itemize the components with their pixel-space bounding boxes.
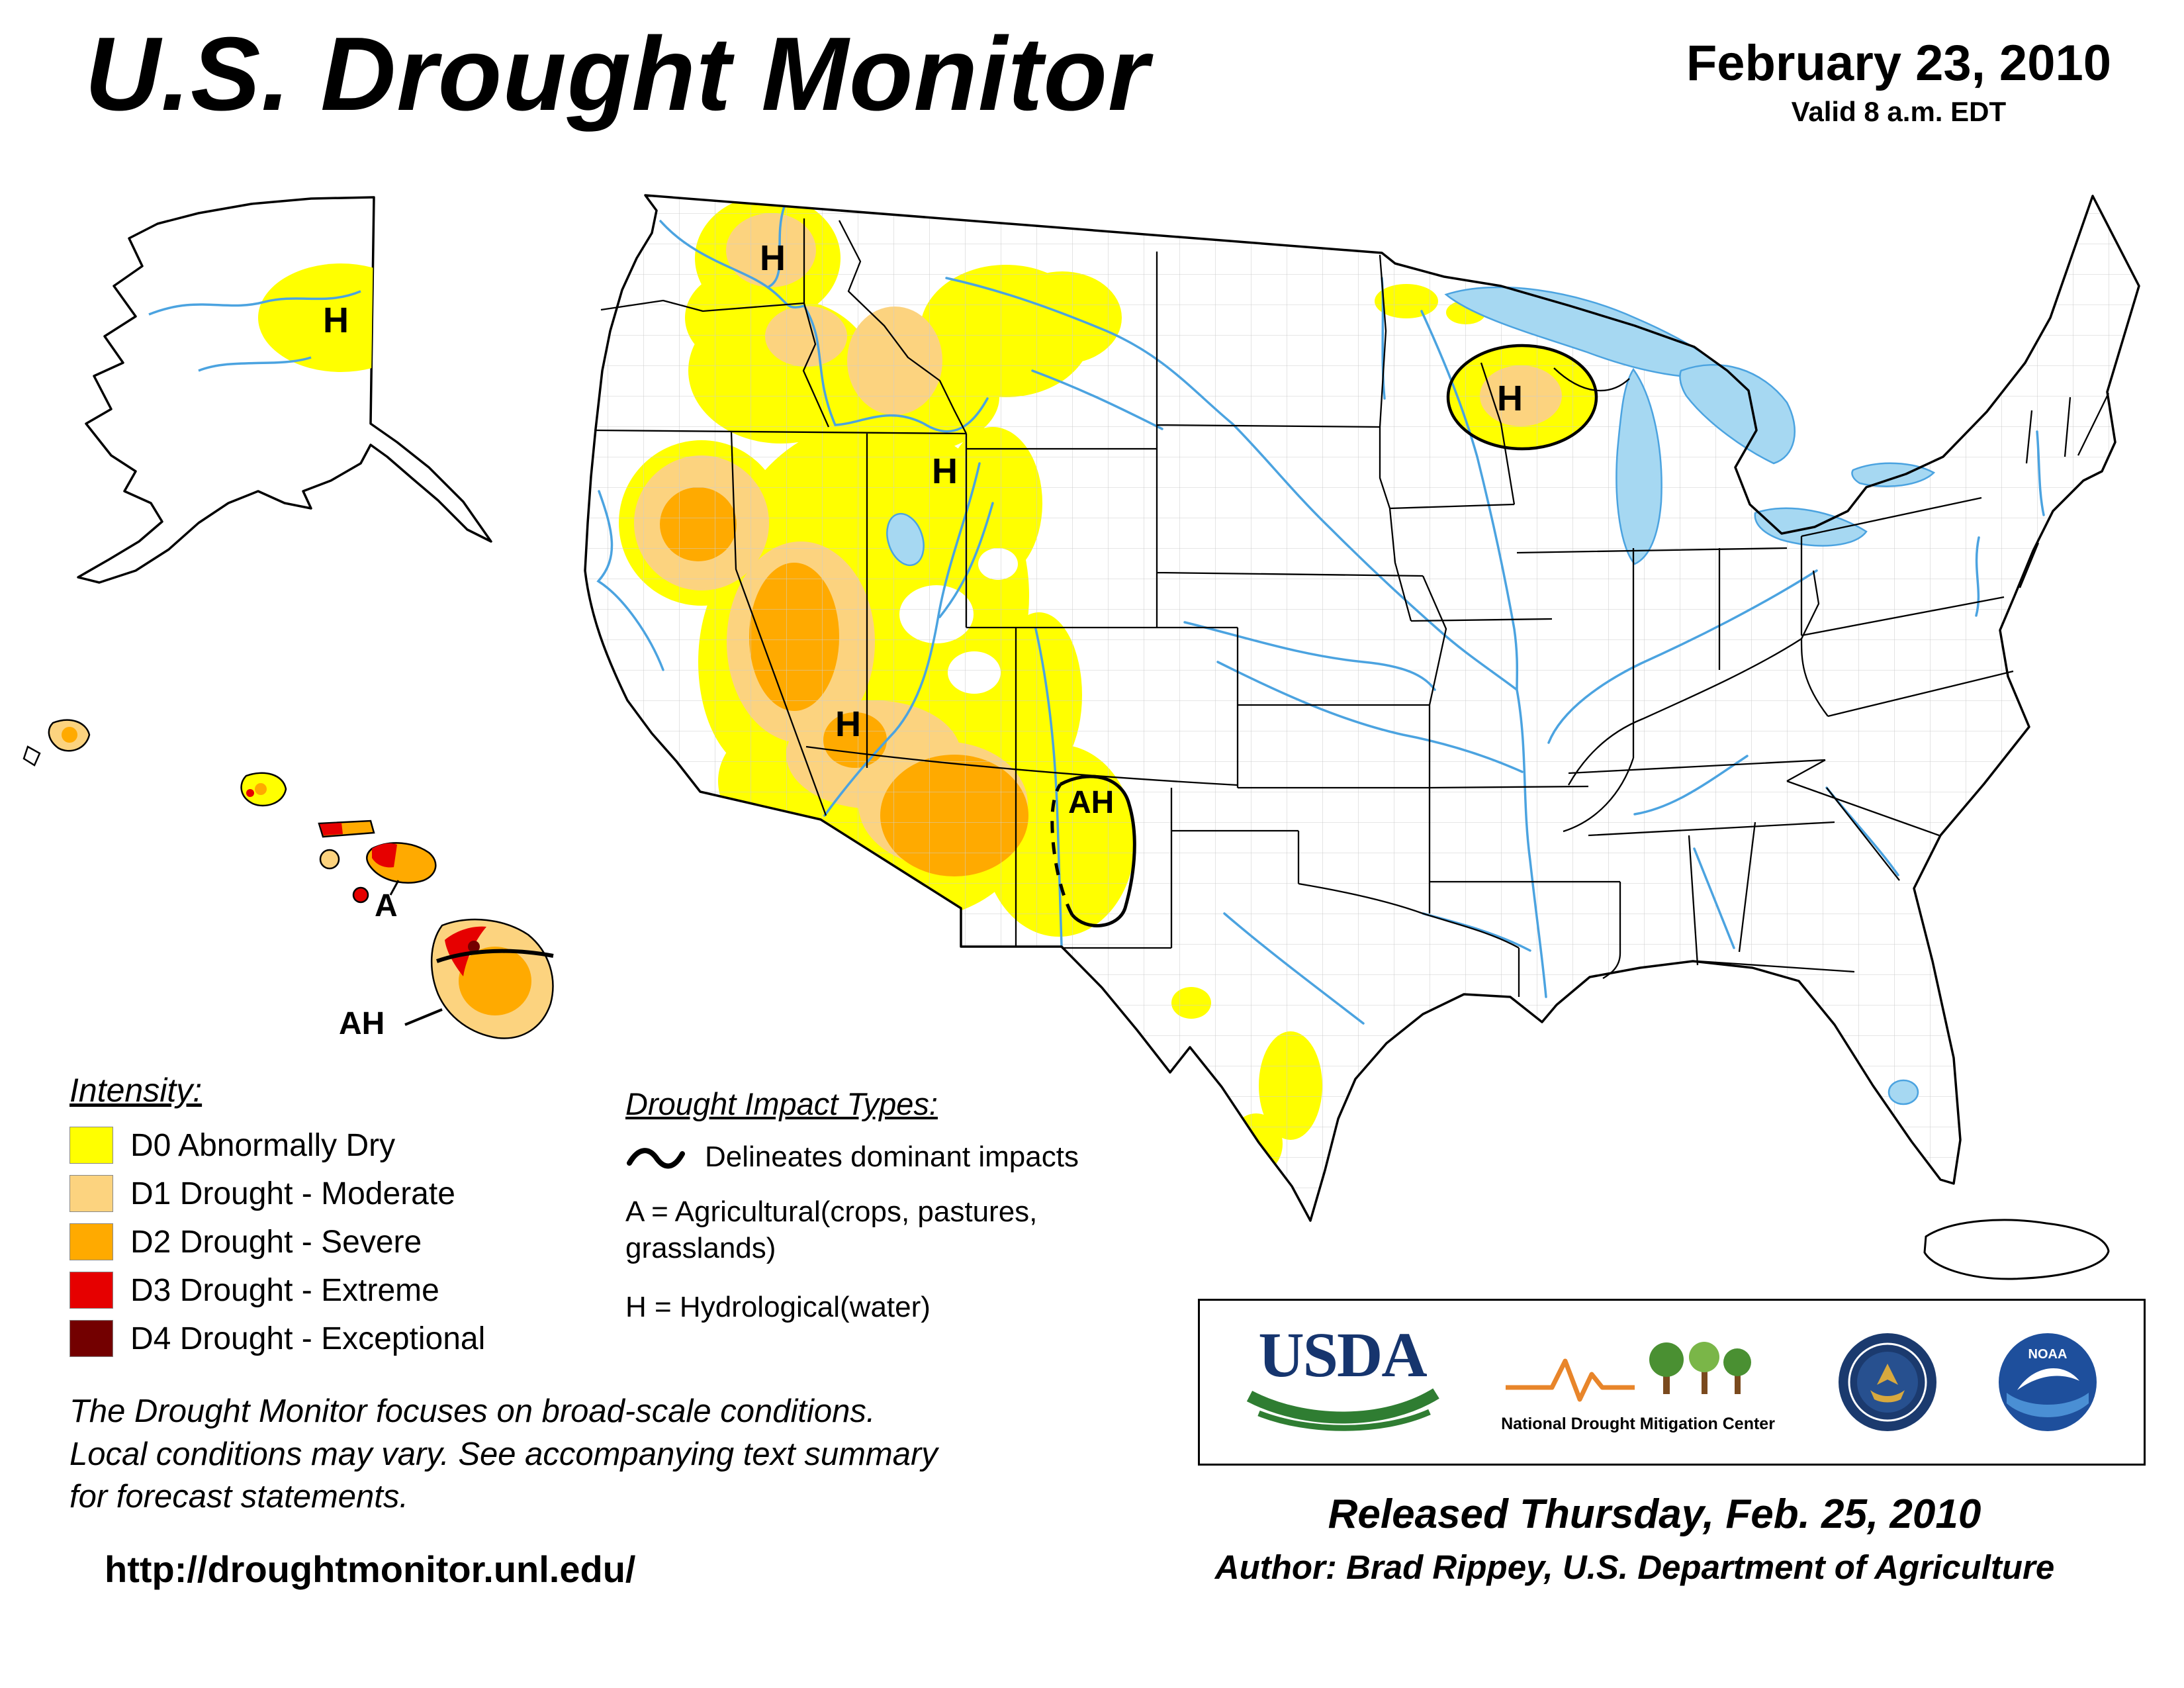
disclaimer-line2: Local conditions may vary. See accompany…: [69, 1436, 938, 1472]
hawaii-map: [23, 719, 554, 1039]
drought-areas-layer: [585, 195, 2139, 1221]
d4-label: D4 Drought - Exceptional: [130, 1321, 486, 1356]
impact-label-a-hawaii: A: [375, 888, 398, 923]
noaa-logo-text: NOAA: [2028, 1347, 2068, 1362]
rivers: [596, 205, 2045, 1025]
impact-types-title: Drought Impact Types:: [625, 1086, 938, 1121]
great-lakes: [886, 286, 1936, 1105]
impact-outlines: [1050, 344, 1598, 927]
intensity-legend: Intensity: D0 Abnormally Dry D1 Drought …: [69, 1071, 485, 1368]
lake-huron: [1679, 363, 1796, 465]
big-island-d4: [468, 941, 480, 953]
d1-label: D1 Drought - Moderate: [130, 1176, 455, 1211]
wisconsin-impact-outline: [1446, 344, 1598, 451]
disclaimer-line3: for forecast statements.: [69, 1479, 408, 1515]
big-island-d3: [445, 926, 486, 976]
island-kahoolawe: [352, 886, 369, 904]
agricultural-definition: A = Agricultural(crops, pastures, grassl…: [625, 1194, 1128, 1266]
island-molokai-d3: [320, 823, 343, 835]
page-title: U.S. Drought Monitor: [85, 16, 1150, 132]
island-niihau: [23, 745, 41, 767]
lake-ontario: [1851, 462, 1936, 487]
legend-item-d1: D1 Drought - Moderate: [69, 1175, 485, 1212]
state-borders: [594, 218, 2110, 997]
impact-types-section: Drought Impact Types: Delineates dominan…: [625, 1086, 1128, 1348]
big-island-impact-line: [436, 949, 554, 963]
author-line: Author: Brad Rippey, U.S. Department of …: [1214, 1548, 2055, 1586]
ndmc-logo: National Drought Mitigation Center: [1496, 1331, 1780, 1434]
hawaii-ah-leader-line: [404, 1008, 443, 1026]
ndmc-logo-icon: [1506, 1342, 1751, 1402]
agency-logo-box: USDA National Drought Mitigation Center …: [1198, 1299, 2146, 1466]
island-maui-d3: [372, 843, 397, 868]
report-date: February 23, 2010: [1686, 35, 2111, 91]
d1-swatch: [69, 1175, 113, 1212]
hydrological-definition: H = Hydrological(water): [625, 1291, 931, 1323]
impact-label-h-idaho: H: [932, 451, 958, 491]
legend-item-d0: D0 Abnormally Dry: [69, 1127, 485, 1164]
alaska-rivers: [148, 290, 361, 372]
impact-label-h-alaska: H: [323, 301, 349, 340]
report-date-block: February 23, 2010 Valid 8 a.m. EDT: [1686, 34, 2111, 128]
agricultural-line1: A = Agricultural(crops, pastures,: [625, 1196, 1038, 1228]
released-line: Released Thursday, Feb. 25, 2010: [1328, 1491, 1981, 1537]
puerto-rico-map: [1923, 1219, 2110, 1280]
d0-swatch: [69, 1127, 113, 1164]
legend-item-d2: D2 Drought - Severe: [69, 1223, 485, 1260]
usda-logo: USDA: [1243, 1319, 1441, 1437]
legend-item-d4: D4 Drought - Exceptional: [69, 1320, 485, 1357]
d2-label: D2 Drought - Severe: [130, 1224, 422, 1260]
lake-michigan: [1615, 367, 1662, 565]
great-salt-lake: [886, 512, 925, 567]
agricultural-line2: grasslands): [625, 1232, 776, 1264]
alaska-map: [77, 196, 492, 584]
commerce-seal: [1839, 1333, 1936, 1431]
usda-logo-text: USDA: [1258, 1319, 1427, 1391]
island-lanai: [319, 849, 340, 870]
disclaimer-text: The Drought Monitor focuses on broad-sca…: [69, 1390, 938, 1519]
disclaimer-line1: The Drought Monitor focuses on broad-sca…: [69, 1393, 876, 1429]
d4-swatch: [69, 1320, 113, 1357]
d3-swatch: [69, 1272, 113, 1309]
ndmc-logo-text: National Drought Mitigation Center: [1501, 1415, 1775, 1433]
tilde-impact-icon: [627, 1148, 685, 1169]
impact-label-ah-hawaii: AH: [339, 1006, 385, 1041]
impact-label-ah-texas: AH: [1068, 785, 1114, 820]
valid-time: Valid 8 a.m. EDT: [1791, 96, 2007, 127]
lake-okeechobee: [1888, 1079, 1919, 1105]
texas-impact-outline-dashed: [1050, 783, 1074, 916]
impact-label-h-washington: H: [760, 238, 786, 278]
site-url: http://droughtmonitor.unl.edu/: [105, 1548, 636, 1590]
texas-impact-outline-solid: [1059, 774, 1136, 927]
d2-swatch: [69, 1223, 113, 1260]
legend-title: Intensity:: [69, 1072, 203, 1109]
d0-label: D0 Abnormally Dry: [130, 1127, 396, 1163]
noaa-logo: NOAA: [1999, 1333, 2097, 1431]
usda-swoosh-icon: [1246, 1388, 1439, 1431]
impact-label-h-wisconsin: H: [1497, 379, 1523, 418]
hawaii-a-leader-line: [389, 880, 400, 896]
d3-label: D3 Drought - Extreme: [130, 1272, 439, 1308]
impact-label-h-utah-nevada: H: [835, 704, 861, 744]
legend-item-d3: D3 Drought - Extreme: [69, 1272, 485, 1309]
delineates-label: Delineates dominant impacts: [705, 1141, 1079, 1173]
